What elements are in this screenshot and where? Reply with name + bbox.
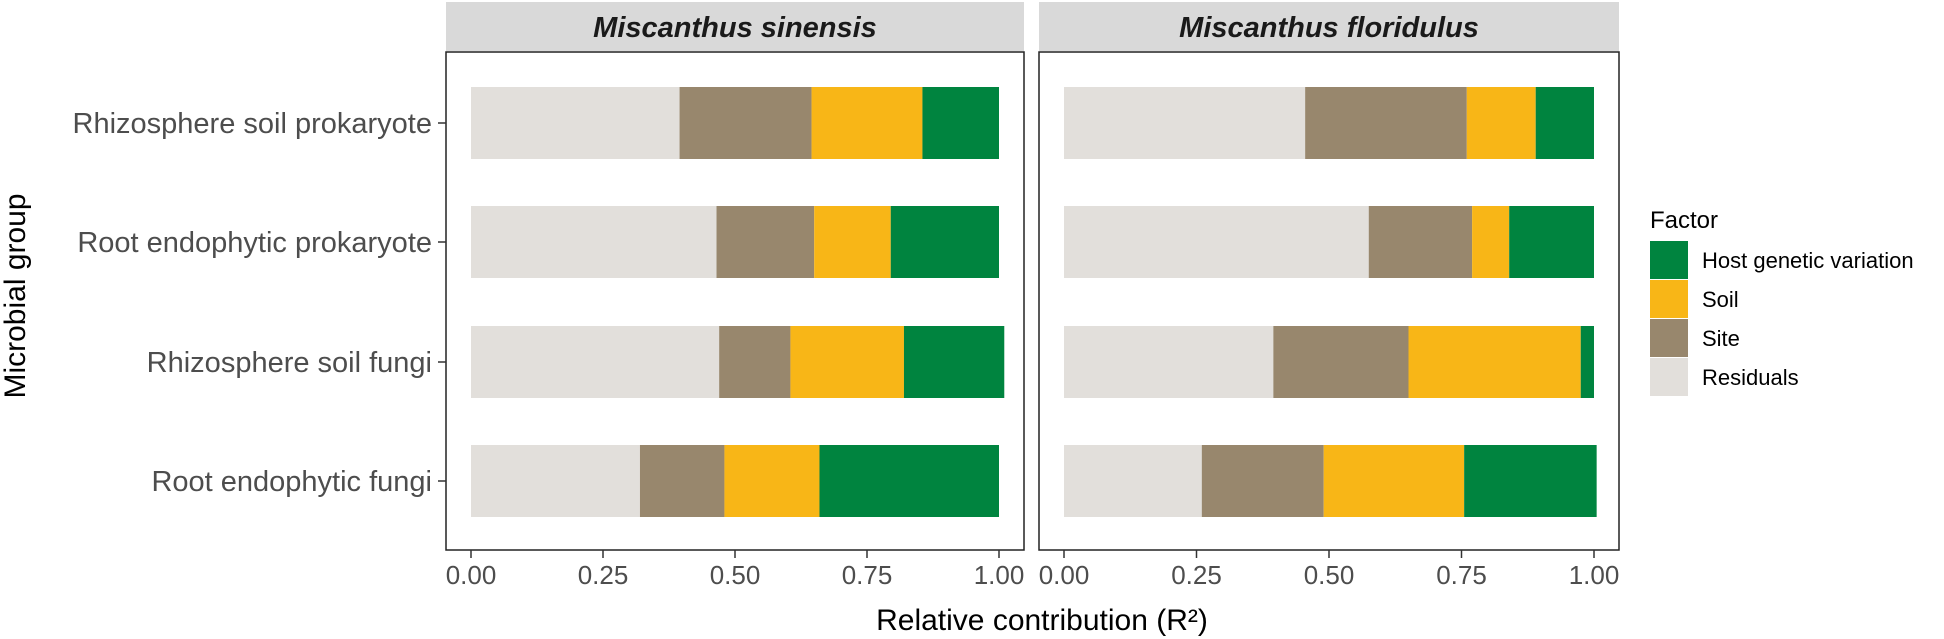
panel-2: Miscanthus floridulus 0.00 0.25 0.50 0.75 1.0… [1038, 2, 1620, 590]
bar-segment [1064, 326, 1274, 398]
x-tick-label: 1.00 [1569, 560, 1620, 590]
bar-segment [1368, 206, 1473, 278]
bar-segment [719, 326, 791, 398]
bar-segment [471, 206, 717, 278]
x-tick-label: 0.25 [578, 560, 629, 590]
x-tick-label: 0.75 [842, 560, 893, 590]
panel-1: Miscanthus sinensis 0.00 0.25 0.50 0.75 1.00 R… [73, 2, 1025, 590]
legend-label: Soil [1702, 287, 1739, 312]
legend-label: Host genetic variation [1702, 248, 1914, 273]
bar-segment [1305, 87, 1467, 159]
bar-segment [1580, 326, 1594, 398]
bar-segment [471, 445, 640, 517]
bar-segment [1064, 445, 1202, 517]
legend-key [1650, 319, 1688, 357]
x-axis-title: Relative contribution (R²) [876, 604, 1208, 637]
bar-segment [1064, 87, 1306, 159]
bar-segment [1323, 445, 1465, 517]
facet-strip [1039, 2, 1619, 51]
bar-segment [679, 87, 812, 159]
x-tick-label: 0.25 [1171, 560, 1222, 590]
bar-segment [471, 326, 720, 398]
bar-segment [1535, 87, 1594, 159]
facet-strip-label: Miscanthus sinensis [593, 12, 877, 44]
bar-segment [724, 445, 820, 517]
legend-title: Factor [1650, 207, 1718, 234]
bar-segment [1273, 326, 1409, 398]
bar-segment [790, 326, 904, 398]
facet-strip [446, 2, 1024, 51]
bar-segment [1464, 445, 1597, 517]
bar-segment [819, 445, 999, 517]
bar-segment [1466, 87, 1536, 159]
bar-segment [1408, 326, 1581, 398]
bar-segment [922, 87, 999, 159]
legend-key [1650, 358, 1688, 396]
x-tick-label: 0.00 [446, 560, 497, 590]
x-tick-label: 1.00 [974, 560, 1025, 590]
bar-segment [1201, 445, 1324, 517]
y-tick-label: Root endophytic prokaryote [77, 227, 432, 259]
bar-segment [471, 87, 680, 159]
facet-strip-label: Miscanthus floridulus [1179, 12, 1479, 44]
legend-label: Site [1702, 326, 1740, 351]
bar-segment [639, 445, 725, 517]
bar-segment [1064, 206, 1369, 278]
bar-segment [814, 206, 891, 278]
facet-panels: Miscanthus sinensis 0.00 0.25 0.50 0.75 1.00 R… [73, 2, 1620, 590]
legend: Factor Host genetic variation Soil Site Res… [1650, 207, 1914, 396]
x-tick-label: 0.00 [1039, 560, 1090, 590]
legend-key [1650, 241, 1688, 279]
y-tick-label: Root endophytic fungi [151, 466, 432, 498]
bar-segment [890, 206, 999, 278]
legend-key [1650, 280, 1688, 318]
bar-segment [811, 87, 923, 159]
legend-label: Residuals [1702, 365, 1799, 390]
y-tick-label: Rhizosphere soil prokaryote [73, 108, 432, 140]
y-tick-label: Rhizosphere soil fungi [147, 347, 432, 379]
x-tick-label: 0.75 [1436, 560, 1487, 590]
bar-segment [1472, 206, 1510, 278]
bar-segment [1509, 206, 1594, 278]
x-tick-label: 0.50 [710, 560, 761, 590]
y-axis-title: Microbial group [0, 193, 32, 398]
bar-segment [903, 326, 1005, 398]
bar-segment [716, 206, 815, 278]
x-tick-label: 0.50 [1304, 560, 1355, 590]
